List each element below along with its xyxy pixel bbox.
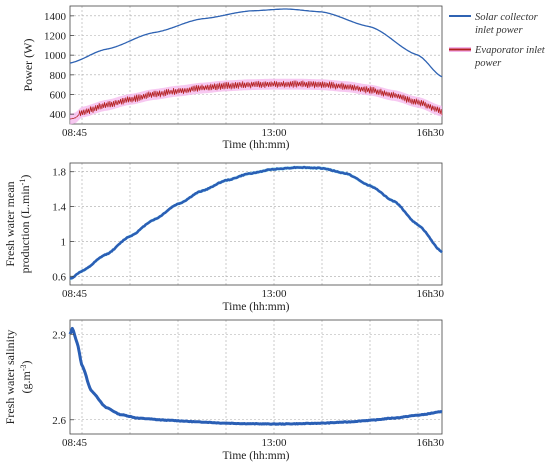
ylabel-production-line1: Fresh water mean	[3, 181, 17, 266]
plot-frame-production	[69, 162, 443, 286]
y-tick-label: 800	[50, 70, 67, 82]
legend-label-solar-line1: Solar collector	[475, 12, 539, 23]
evaporator-band	[70, 78, 442, 125]
x-tick-label: 16h30	[417, 437, 445, 449]
grid-production	[70, 163, 442, 285]
panel-power: 400 600 800 1000 1200 1400 08:45 13:00 16h30 Tim…	[21, 5, 546, 151]
x-tick-label: 08:45	[62, 288, 88, 300]
series-halo	[70, 327, 442, 426]
ticks-salinity: 2.6 2.9 08:45 13:00 16h30	[52, 329, 444, 449]
series-power	[69, 8, 443, 125]
y-tick-label: 1400	[44, 11, 67, 23]
x-tick-label: 13:00	[261, 127, 287, 139]
plot-frame-salinity	[69, 319, 443, 435]
series-evaporator-inlet-power	[69, 80, 443, 120]
ylabel-salinity-line1: Fresh water salinity	[3, 330, 17, 425]
y-tick-label: 2.6	[52, 415, 66, 427]
x-tick-label: 13:00	[261, 437, 287, 449]
ticks-production: 0.6 1 1.4 1.8 08:45 13:00 16h30	[52, 167, 444, 300]
x-tick-label: 08:45	[62, 127, 88, 139]
legend-label-evap-line2: power	[474, 58, 502, 69]
x-tick-label: 08:45	[62, 437, 88, 449]
x-tick-label: 16h30	[417, 288, 445, 300]
y-tick-label: 1200	[44, 31, 67, 43]
y-tick-label: 0.6	[52, 271, 66, 283]
ticks-power: 400 600 800 1000 1200 1400 08:45 13:00 16h30	[44, 11, 445, 139]
series-halo	[70, 165, 442, 281]
series-solar-collector-inlet-power	[69, 8, 443, 78]
grid-power	[70, 6, 442, 124]
legend: Solar collector inlet power Evaporator i…	[449, 12, 546, 69]
xlabel-production: Time (hh:mm)	[223, 301, 290, 313]
legend-label-solar-line2: inlet power	[475, 25, 523, 36]
x-tick-label: 16h30	[417, 127, 445, 139]
legend-label-evap-line1: Evaporator inlet	[474, 45, 546, 56]
series-salinity	[68, 326, 443, 426]
y-tick-label: 600	[50, 90, 67, 102]
y-tick-label: 1	[61, 236, 67, 248]
y-tick-label: 1.8	[52, 167, 66, 179]
series-fresh-water-salinity	[68, 326, 443, 426]
y-tick-label: 2.9	[52, 329, 66, 341]
y-tick-label: 1.4	[52, 202, 66, 214]
ylabel-power: Power (W)	[21, 39, 35, 92]
ylabel-salinity-line2: (g.m-3)	[19, 360, 34, 393]
x-tick-label: 13:00	[261, 288, 287, 300]
series-fresh-water-production	[69, 165, 443, 280]
xlabel-salinity: Time (hh:mm)	[223, 450, 290, 462]
ylabel-production-line2: production (L.min-1)	[18, 175, 33, 274]
panel-production: 0.6 1 1.4 1.8 08:45 13:00 16h30 Time (hh:mm) F…	[3, 162, 445, 313]
y-tick-label: 400	[50, 109, 67, 121]
xlabel-power: Time (hh:mm)	[223, 139, 290, 151]
y-tick-label: 1000	[44, 50, 67, 62]
panel-salinity: 2.6 2.9 08:45 13:00 16h30 Time (hh:mm) Fresh…	[3, 319, 445, 462]
plot-frame-power	[69, 5, 443, 125]
series-production	[69, 165, 443, 281]
